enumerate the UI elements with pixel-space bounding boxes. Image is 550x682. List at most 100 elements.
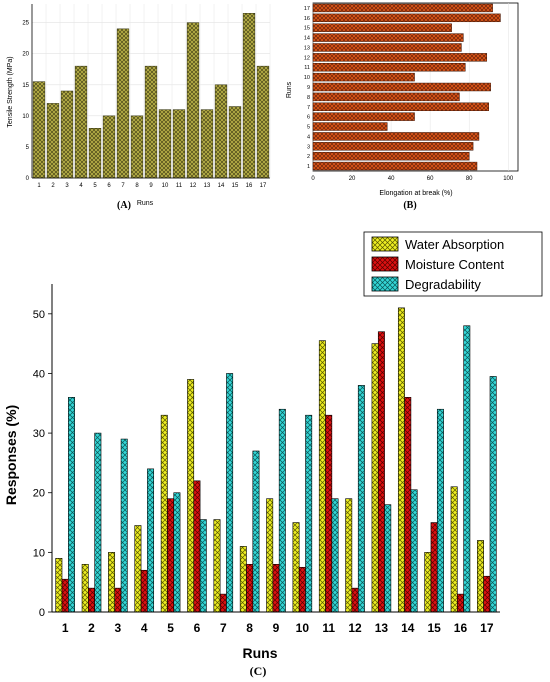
chart-c-xtick: 9 bbox=[273, 621, 280, 635]
chart-b-bar bbox=[312, 33, 464, 42]
chart-c-bar-degrad bbox=[226, 373, 234, 613]
chart-a-xtick: 15 bbox=[232, 183, 239, 189]
chart-c-bar-degrad bbox=[252, 450, 260, 613]
legend-label-degrad: Degradability bbox=[405, 277, 481, 292]
chart-c-bar-water bbox=[160, 414, 168, 613]
chart-c-bar-water bbox=[450, 486, 458, 613]
chart-b-ytick: 11 bbox=[304, 65, 310, 71]
chart-a-ytick: 5 bbox=[26, 145, 30, 151]
chart-a-ylabel: Tensile Strength (MPa) bbox=[7, 56, 14, 127]
chart-b-ytick: 17 bbox=[304, 6, 310, 12]
chart-a-bar bbox=[88, 128, 102, 179]
chart-b-ytick: 12 bbox=[304, 55, 310, 61]
chart-a-bar bbox=[214, 84, 228, 179]
chart-a-bar bbox=[130, 115, 144, 179]
chart-b-bar bbox=[312, 82, 491, 92]
chart-c-xtick: 8 bbox=[246, 621, 253, 635]
chart-c-bar-water bbox=[371, 343, 379, 613]
chart-c-bar-degrad bbox=[305, 414, 313, 613]
chart-a-xtick: 8 bbox=[135, 183, 139, 189]
chart-b-xtick: 20 bbox=[349, 176, 356, 182]
chart-a-bar bbox=[116, 28, 130, 179]
chart-a-xtick: 17 bbox=[260, 183, 267, 189]
chart-b-bar bbox=[312, 161, 478, 171]
chart-c-bar-water bbox=[81, 563, 89, 613]
chart-b-ytick: 4 bbox=[307, 134, 310, 140]
chart-c-bar-degrad bbox=[278, 408, 286, 613]
chart-a-xtick: 16 bbox=[246, 183, 253, 189]
chart-b-bar bbox=[312, 122, 388, 131]
chart-c-bar-degrad bbox=[357, 385, 365, 613]
chart-c-bar-moisture bbox=[457, 593, 464, 613]
chart-c-bar-water bbox=[239, 546, 247, 613]
chart-a-xtick: 5 bbox=[93, 183, 97, 189]
chart-b-xtick: 0 bbox=[311, 176, 315, 182]
panel-label-b: (B) bbox=[403, 200, 416, 211]
chart-a-bar bbox=[46, 103, 60, 179]
chart-c-bar-moisture bbox=[483, 575, 491, 613]
chart-c-bar-water bbox=[477, 540, 484, 613]
chart-c-bar-moisture bbox=[114, 587, 122, 613]
chart-c-bar-degrad bbox=[120, 438, 128, 613]
chart-a-xtick: 14 bbox=[218, 183, 225, 189]
chart-a-ytick: 10 bbox=[22, 114, 29, 120]
chart-c-bar-degrad bbox=[147, 468, 155, 613]
chart-c-bar-water bbox=[266, 498, 274, 613]
chart-c-xtick: 3 bbox=[115, 621, 122, 635]
chart-c-bar-water bbox=[345, 498, 353, 613]
chart-b-ytick: 1 bbox=[307, 164, 310, 170]
chart-b-ytick: 3 bbox=[307, 144, 310, 150]
chart-a-bar bbox=[102, 115, 116, 179]
chart-c-bar-water bbox=[318, 340, 326, 613]
chart-a-xtick: 2 bbox=[51, 183, 55, 189]
chart-b-ytick: 14 bbox=[304, 36, 310, 42]
chart-b-ytick: 5 bbox=[307, 125, 310, 131]
chart-a-xtick: 3 bbox=[65, 183, 69, 189]
chart-c-bar-degrad bbox=[489, 376, 497, 613]
chart-c-ytick: 10 bbox=[33, 547, 45, 559]
chart-c-bar-degrad bbox=[68, 397, 75, 613]
chart-a-bar bbox=[242, 13, 256, 179]
chart-c-bar-moisture bbox=[377, 331, 385, 613]
chart-c-bar-degrad bbox=[331, 498, 339, 613]
legend-swatch-moisture bbox=[371, 256, 399, 272]
chart-a-xtick: 9 bbox=[149, 183, 153, 189]
chart-c-bar-degrad bbox=[463, 325, 471, 613]
chart-c-bar-moisture bbox=[272, 563, 280, 613]
chart-b-bar bbox=[312, 132, 480, 141]
chart-b-ytick: 15 bbox=[304, 26, 310, 32]
panel-label-a: (A) bbox=[117, 200, 131, 211]
chart-c-bar-water bbox=[292, 522, 300, 613]
chart-a-bar bbox=[74, 65, 88, 179]
chart-b-bar bbox=[312, 13, 501, 23]
chart-b-bar bbox=[312, 72, 415, 82]
chart-b-xtick: 60 bbox=[427, 176, 434, 182]
chart-a-xtick: 4 bbox=[79, 183, 83, 189]
chart-a-xtick: 6 bbox=[107, 183, 111, 189]
legend-label-moisture: Moisture Content bbox=[405, 257, 504, 272]
chart-c-ytick: 20 bbox=[33, 488, 45, 500]
chart-a-xtick: 11 bbox=[176, 183, 183, 189]
legend-swatch-degrad bbox=[371, 276, 399, 292]
chart-b-bar bbox=[312, 53, 488, 62]
chart-c-xtick: 1 bbox=[62, 621, 69, 635]
chart-c-ytick: 50 bbox=[33, 309, 45, 321]
chart-c-legend: Water Absorption Moisture Content Degrad… bbox=[363, 231, 543, 297]
chart-c-bar-moisture bbox=[61, 578, 69, 613]
chart-b-bar bbox=[312, 92, 460, 102]
chart-a-bar bbox=[256, 65, 270, 179]
chart-b-bar bbox=[312, 3, 493, 13]
chart-c-bar-moisture bbox=[219, 593, 227, 613]
chart-a-xtick: 12 bbox=[190, 183, 197, 189]
chart-a-bar bbox=[158, 109, 172, 179]
chart-c-bar-water bbox=[187, 379, 195, 613]
chart-b-bar bbox=[312, 102, 489, 111]
chart-c-bar-degrad bbox=[410, 489, 418, 613]
chart-a-bar bbox=[60, 90, 74, 179]
chart-b-xtick: 40 bbox=[388, 176, 395, 182]
chart-a-bar bbox=[144, 65, 158, 179]
chart-b-xlabel: Elongation at break (%) bbox=[379, 190, 452, 197]
chart-a-ytick: 25 bbox=[22, 21, 29, 27]
chart-a-ytick: 15 bbox=[22, 83, 29, 89]
chart-a-bar bbox=[228, 106, 242, 179]
